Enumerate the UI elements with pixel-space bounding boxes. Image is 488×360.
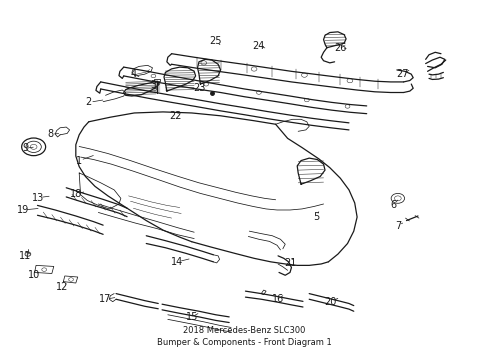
Text: 4: 4 xyxy=(130,69,136,79)
Text: 23: 23 xyxy=(192,83,205,93)
Text: 15: 15 xyxy=(185,312,198,322)
Text: 2: 2 xyxy=(85,98,92,107)
Text: 3: 3 xyxy=(150,80,156,90)
Text: 16: 16 xyxy=(271,294,284,304)
Text: 27: 27 xyxy=(396,69,408,79)
Text: 19: 19 xyxy=(17,205,29,215)
Text: 5: 5 xyxy=(313,212,319,222)
Text: 1: 1 xyxy=(76,156,82,166)
Text: 11: 11 xyxy=(19,251,31,261)
Text: 17: 17 xyxy=(99,294,111,304)
Text: 22: 22 xyxy=(168,112,181,121)
Text: 20: 20 xyxy=(324,297,336,307)
Text: 24: 24 xyxy=(252,41,264,51)
Text: 10: 10 xyxy=(27,270,40,280)
Text: 2018 Mercedes-Benz SLC300
Bumper & Components - Front Diagram 1: 2018 Mercedes-Benz SLC300 Bumper & Compo… xyxy=(157,326,331,347)
Text: 13: 13 xyxy=(32,193,44,203)
Text: 7: 7 xyxy=(394,221,400,231)
Text: 26: 26 xyxy=(333,43,346,53)
Text: 12: 12 xyxy=(56,282,68,292)
Text: 21: 21 xyxy=(283,258,296,268)
Text: 25: 25 xyxy=(209,36,222,46)
Text: 14: 14 xyxy=(171,257,183,267)
Text: 6: 6 xyxy=(389,200,395,210)
Text: 9: 9 xyxy=(22,143,28,153)
Text: 18: 18 xyxy=(70,189,82,199)
Text: 8: 8 xyxy=(47,129,53,139)
